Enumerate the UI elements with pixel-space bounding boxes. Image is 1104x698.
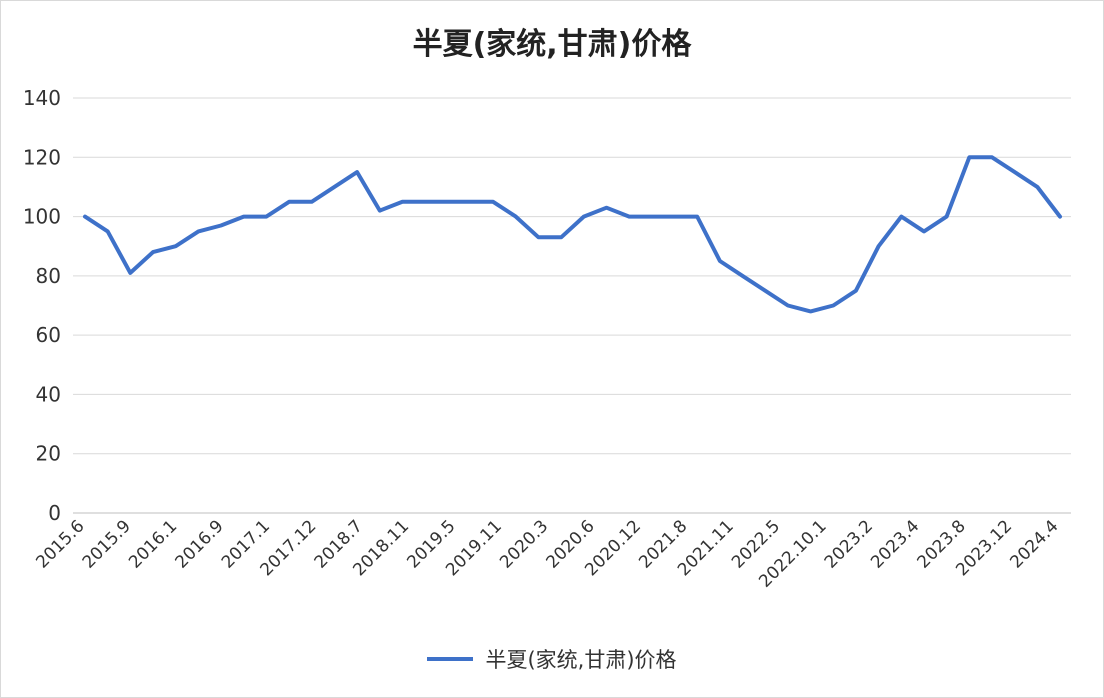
x-tick-label: 2020.3 (496, 516, 552, 572)
y-tick-label: 20 (36, 442, 61, 466)
y-tick-label: 120 (23, 145, 61, 169)
y-tick-label: 140 (23, 86, 61, 110)
legend: 半夏(家统,甘肃)价格 (1, 644, 1103, 674)
chart-title: 半夏(家统,甘肃)价格 (412, 27, 692, 62)
y-tick-label: 0 (48, 501, 61, 525)
x-tick-label: 2023.2 (821, 516, 877, 572)
x-tick-label: 2023.4 (867, 516, 923, 572)
y-tick-label: 60 (36, 323, 61, 347)
x-tick-label: 2016.9 (171, 516, 227, 572)
y-tick-label: 40 (36, 382, 61, 406)
legend-label: 半夏(家统,甘肃)价格 (485, 648, 677, 672)
legend-swatch (427, 657, 474, 661)
x-tick-label: 2016.1 (125, 516, 181, 572)
series-line-0 (83, 155, 1062, 314)
y-tick-label: 80 (36, 264, 61, 288)
y-tick-label: 100 (23, 205, 61, 229)
x-tick-label: 2015.9 (79, 516, 135, 572)
x-tick-label: 2024.4 (1006, 516, 1062, 572)
